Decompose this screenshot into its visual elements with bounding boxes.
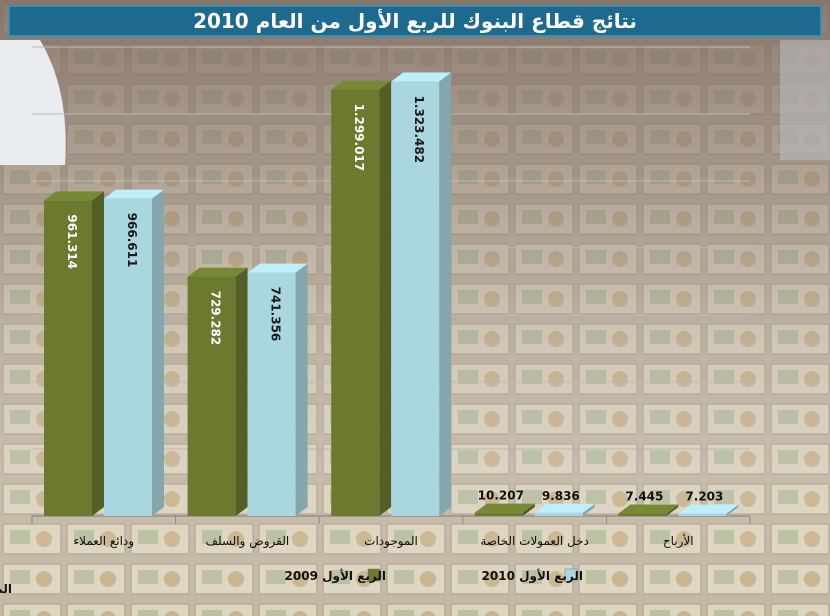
bar-group [44,72,739,516]
bar-top [44,191,104,201]
value-label: 1.323.482 [412,96,426,164]
category-label: الأرباح [663,533,694,549]
value-label: 741.356 [269,287,283,342]
bar [534,503,595,516]
bar-top [474,503,535,513]
bar-front [44,200,92,516]
bar [247,263,308,516]
value-label: 7.203 [685,490,723,504]
bar-top [678,504,739,514]
bar [44,191,104,516]
bar-top [618,504,679,514]
value-label: 729.282 [209,291,223,346]
category-label: القروض والسلف [206,534,290,549]
bar-top [331,80,392,90]
value-label: 961.314 [65,214,79,269]
bar [391,72,452,516]
value-label: 1.299.017 [352,104,366,172]
legend: الربع الأول 2010 الربع الأول 2009 [285,568,583,584]
title-bar: نتائج قطاع البنوك للربع الأول من العام 2… [8,5,822,37]
bar [678,504,739,516]
bar-side [726,504,739,516]
bar-side [582,503,595,516]
bar [331,80,392,516]
legend-swatch [367,568,381,582]
bar [187,267,248,516]
value-label: 7.445 [625,490,663,504]
bar-side [92,191,104,516]
value-label: 9.836 [542,489,580,503]
bar-front [534,512,583,516]
legend-label: الربع الأول 2009 [285,568,386,584]
category-label: ودائع العملاء [74,534,135,549]
bar-front [187,276,236,516]
bar-front [474,512,523,516]
value-label: 966.611 [125,213,139,268]
bar-top [247,263,308,273]
value-labels: 961.314 966.611 729.282 741.356 1.299.017 1.3… [65,96,723,504]
category-labels: ودائع العملاء القروض والسلف الموجودات دخل ا… [74,533,694,549]
bar-side [379,80,392,516]
bar [474,503,535,516]
bar-side [666,504,679,516]
bar-side [152,189,164,516]
bar-top [391,72,452,82]
chart-title: نتائج قطاع البنوك للربع الأول من العام 2… [193,9,637,33]
legend-label: الربع الأول 2010 [482,568,583,584]
bar-front [331,89,380,516]
bar [104,189,164,516]
bar-front [678,513,727,516]
bar-front [391,81,440,516]
source-note: المصدر: مؤسسة النقد العربي السعودي [0,582,12,597]
bar-front [247,272,296,516]
bar [618,504,679,516]
bar-side [439,72,452,516]
bar-front [104,198,152,516]
category-label: دخل العمولات الخاصة [480,534,589,549]
category-label: الموجودات [364,534,418,549]
bar-front [618,513,667,516]
value-label: 10.207 [478,489,524,503]
bar-side [295,263,308,516]
bar-top [534,503,595,513]
bar-top [104,189,164,199]
bar-side [522,503,535,516]
bar-side [235,267,248,516]
legend-swatch [564,568,578,582]
bar-top [187,267,248,277]
